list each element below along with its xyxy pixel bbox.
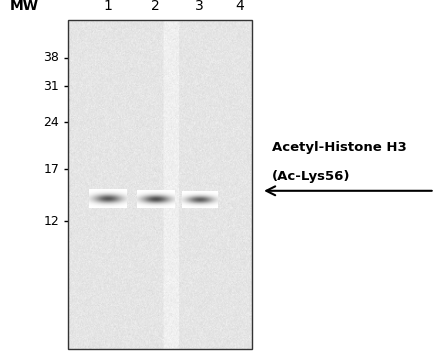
Text: 24: 24 [43,116,59,129]
Text: MW: MW [10,0,39,13]
Text: 3: 3 [195,0,204,13]
Text: Acetyl-Histone H3: Acetyl-Histone H3 [272,141,406,154]
Text: (Ac-Lys56): (Ac-Lys56) [272,170,350,183]
Text: 1: 1 [103,0,112,13]
Text: 31: 31 [43,80,59,93]
Text: 17: 17 [43,163,59,176]
Text: 38: 38 [43,51,59,64]
Text: 2: 2 [151,0,160,13]
Text: 4: 4 [234,0,243,13]
Text: 12: 12 [43,215,59,228]
